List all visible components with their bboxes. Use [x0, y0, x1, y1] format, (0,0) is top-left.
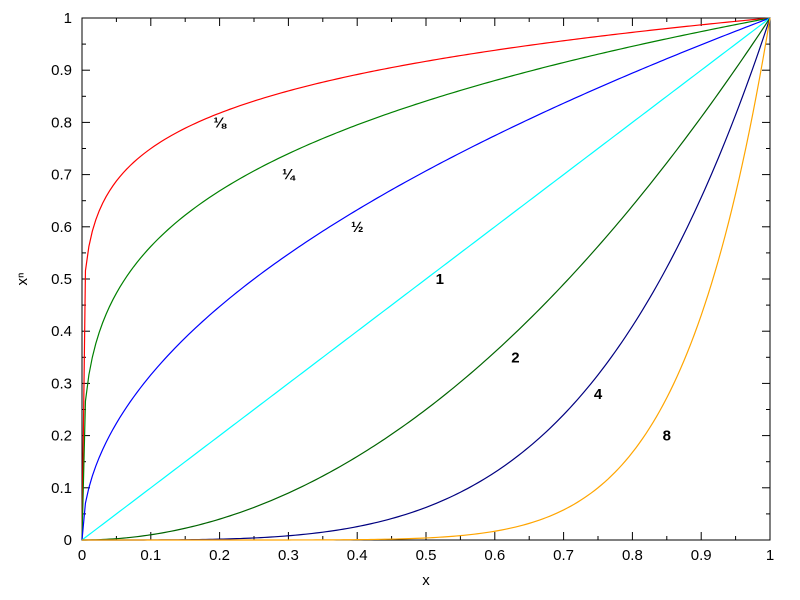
x-axis-label: x: [422, 572, 430, 589]
xtick-label: 0: [78, 547, 86, 564]
ytick-label: 1: [64, 10, 72, 27]
ytick-label: 0.9: [51, 62, 72, 79]
curve-label-0.25: ¼: [282, 167, 296, 184]
curve-label-2: 2: [511, 349, 519, 366]
ytick-label: 0.5: [51, 271, 72, 288]
power-curves-chart: 0 0.1 0.2 0.3 0.4 0.5 0.6 0.7 0.8 0.9 1 0 0.1 0.2 0.3 0…: [0, 0, 800, 600]
xtick-label: 0.1: [140, 547, 161, 564]
curve-label-1: 1: [436, 271, 444, 288]
xtick-label: 0.2: [209, 547, 230, 564]
curve-label-0.125: ⅛: [213, 114, 227, 131]
ytick-label: 0.1: [51, 480, 72, 497]
curve-label-8: 8: [663, 428, 671, 445]
xtick-label: 1: [766, 547, 774, 564]
xtick-label: 0.8: [622, 547, 643, 564]
xtick-label: 0.4: [347, 547, 368, 564]
ytick-label: 0.3: [51, 375, 72, 392]
xtick-label: 0.7: [553, 547, 574, 564]
xtick-label: 0.3: [278, 547, 299, 564]
ytick-label: 0: [64, 532, 72, 549]
ytick-label: 0.8: [51, 114, 72, 131]
chart-bg: [0, 0, 800, 600]
chart-svg: 0 0.1 0.2 0.3 0.4 0.5 0.6 0.7 0.8 0.9 1 0 0.1 0.2 0.3 0…: [0, 0, 800, 600]
curve-label-4: 4: [594, 386, 603, 403]
ytick-label: 0.7: [51, 167, 72, 184]
xtick-label: 0.6: [484, 547, 505, 564]
ytick-label: 0.4: [51, 323, 72, 340]
curve-label-0.5: ½: [351, 219, 364, 236]
ytick-label: 0.2: [51, 428, 72, 445]
y-axis-label: xⁿ: [14, 273, 31, 286]
ytick-label: 0.6: [51, 219, 72, 236]
xtick-label: 0.5: [416, 547, 437, 564]
xtick-label: 0.9: [691, 547, 712, 564]
